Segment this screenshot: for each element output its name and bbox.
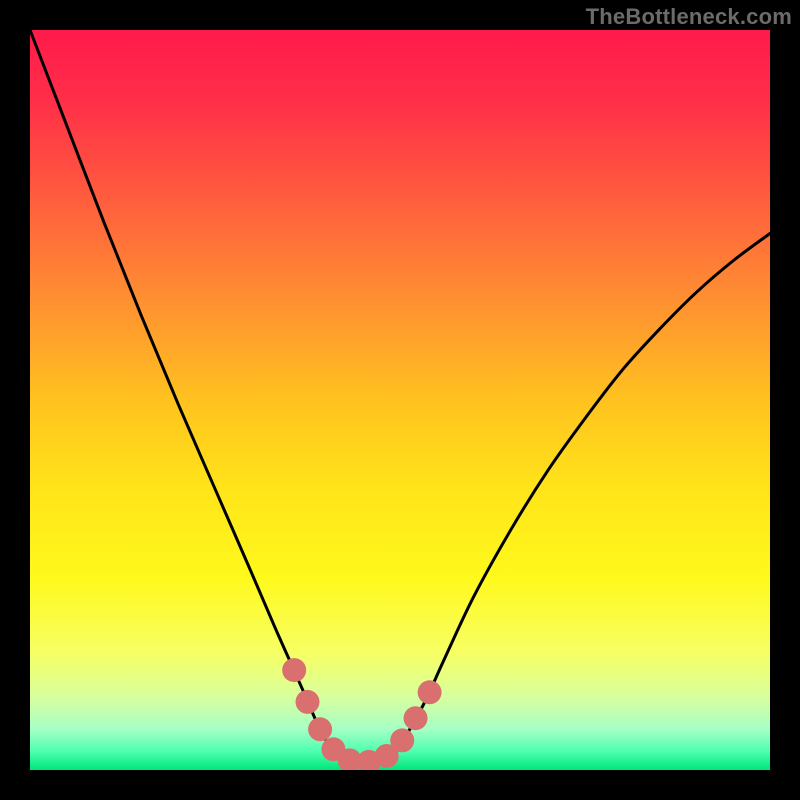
data-bead [390,728,414,752]
watermark-text: TheBottleneck.com [586,4,792,30]
chart-frame: TheBottleneck.com [0,0,800,800]
data-bead [418,680,442,704]
chart-svg [30,30,770,770]
plot-area [30,30,770,770]
data-bead [404,706,428,730]
data-bead [308,717,332,741]
data-bead [296,690,320,714]
data-bead [282,658,306,682]
gradient-background [30,30,770,770]
